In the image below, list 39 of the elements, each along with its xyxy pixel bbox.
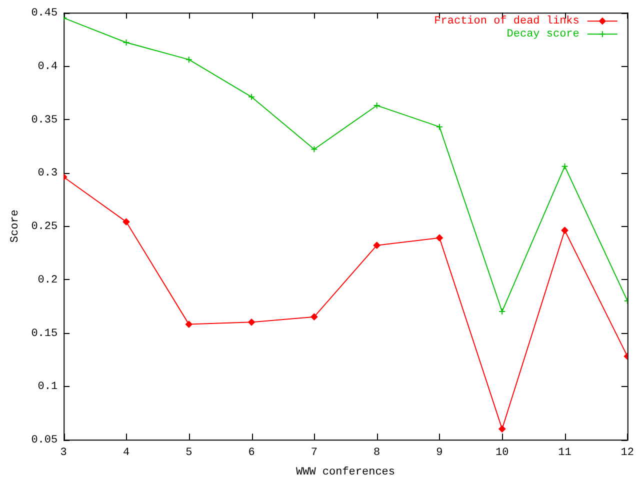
point bbox=[185, 56, 192, 64]
legend-label: Decay score bbox=[506, 28, 580, 41]
y-tick-label: 0.15 bbox=[31, 328, 58, 340]
point bbox=[185, 320, 192, 328]
y-tick-label: 0.3 bbox=[38, 168, 58, 180]
x-tick-label: 6 bbox=[248, 447, 255, 460]
point bbox=[122, 218, 130, 226]
x-tick-label: 8 bbox=[374, 447, 380, 460]
point bbox=[436, 123, 443, 130]
point bbox=[373, 242, 380, 249]
point bbox=[373, 102, 380, 109]
x-tick-label: 11 bbox=[558, 447, 572, 460]
point bbox=[122, 38, 130, 46]
x-tick-label: 9 bbox=[436, 447, 443, 460]
point bbox=[310, 146, 318, 153]
y-tick-label: 0.25 bbox=[31, 221, 58, 234]
y-tick-label: 0.05 bbox=[31, 434, 58, 447]
x-tick-label: 12 bbox=[620, 447, 634, 460]
y-tick-label: 0.1 bbox=[38, 381, 58, 394]
point bbox=[561, 226, 568, 234]
y-tick-label: 0.35 bbox=[31, 114, 58, 126]
point bbox=[436, 234, 443, 242]
x-tick-label: 10 bbox=[496, 447, 509, 460]
x-tick-label: 3 bbox=[60, 447, 67, 460]
x-tick-label: 4 bbox=[122, 447, 130, 460]
x-tick-label: 5 bbox=[186, 447, 192, 460]
point bbox=[310, 313, 318, 320]
point bbox=[248, 93, 256, 100]
point bbox=[248, 318, 256, 326]
legend-label: Fraction of dead links bbox=[434, 16, 580, 28]
point bbox=[498, 308, 506, 315]
point bbox=[561, 162, 568, 170]
y-tick-label: 0.4 bbox=[38, 60, 58, 73]
y-tick-label: 0.2 bbox=[38, 274, 58, 286]
x-axis-title: WWW conferences bbox=[296, 466, 396, 478]
point bbox=[498, 425, 506, 432]
y-axis-title: Score bbox=[10, 210, 22, 243]
y-tick-label: 0.45 bbox=[31, 8, 58, 20]
x-tick-label: 7 bbox=[310, 447, 318, 460]
